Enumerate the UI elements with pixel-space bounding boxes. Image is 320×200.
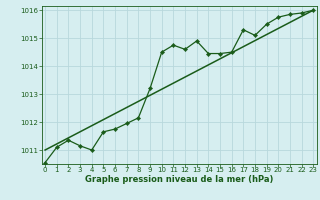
X-axis label: Graphe pression niveau de la mer (hPa): Graphe pression niveau de la mer (hPa): [85, 175, 273, 184]
